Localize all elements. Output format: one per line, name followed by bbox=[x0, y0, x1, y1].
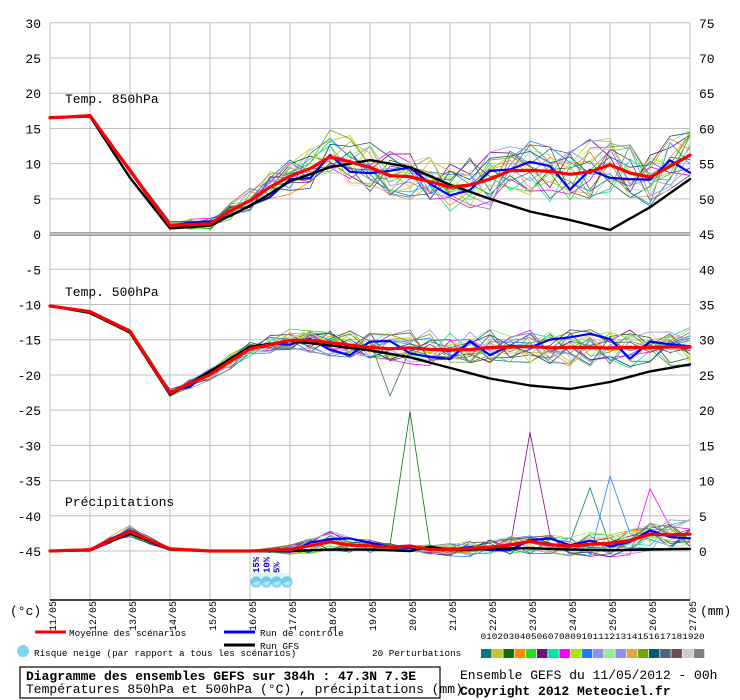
svg-text:14/05: 14/05 bbox=[168, 601, 180, 631]
svg-text:01: 01 bbox=[481, 632, 492, 642]
svg-text:60: 60 bbox=[699, 122, 715, 137]
svg-text:06: 06 bbox=[537, 632, 548, 642]
svg-text:5: 5 bbox=[699, 510, 707, 525]
svg-text:Temp. 850hPa: Temp. 850hPa bbox=[65, 92, 159, 107]
svg-text:15%: 15% bbox=[252, 556, 262, 573]
svg-text:27/05: 27/05 bbox=[688, 601, 700, 631]
svg-text:35: 35 bbox=[699, 299, 715, 314]
svg-text:21/05: 21/05 bbox=[448, 601, 460, 631]
svg-text:17: 17 bbox=[660, 632, 671, 642]
svg-text:10%: 10% bbox=[262, 556, 272, 573]
svg-text:5%: 5% bbox=[273, 562, 283, 573]
svg-text:Températures 850hPa et 500hPa: Températures 850hPa et 500hPa (°C) , pré… bbox=[26, 682, 463, 697]
svg-text:12: 12 bbox=[604, 632, 615, 642]
svg-text:20: 20 bbox=[699, 404, 715, 419]
svg-text:03: 03 bbox=[503, 632, 514, 642]
svg-text:05: 05 bbox=[525, 632, 536, 642]
svg-text:70: 70 bbox=[699, 52, 715, 67]
svg-text:20 Perturbations: 20 Perturbations bbox=[372, 648, 461, 659]
svg-text:17/05: 17/05 bbox=[288, 601, 300, 631]
svg-text:15/05: 15/05 bbox=[208, 601, 220, 631]
svg-text:02: 02 bbox=[492, 632, 503, 642]
svg-text:-35: -35 bbox=[18, 475, 41, 490]
svg-text:07: 07 bbox=[548, 632, 559, 642]
svg-text:16/05: 16/05 bbox=[248, 601, 260, 631]
svg-text:19/05: 19/05 bbox=[368, 601, 380, 631]
svg-text:26/05: 26/05 bbox=[648, 601, 660, 631]
svg-text:Temp. 500hPa: Temp. 500hPa bbox=[65, 285, 159, 300]
svg-text:65: 65 bbox=[699, 87, 715, 102]
svg-text:12/05: 12/05 bbox=[88, 601, 100, 631]
svg-text:18: 18 bbox=[671, 632, 682, 642]
svg-text:-45: -45 bbox=[18, 545, 41, 560]
svg-text:15: 15 bbox=[25, 122, 41, 137]
svg-text:Copyright 2012 Meteociel.fr: Copyright 2012 Meteociel.fr bbox=[460, 684, 671, 699]
svg-text:(°c): (°c) bbox=[10, 604, 41, 619]
svg-text:50: 50 bbox=[699, 193, 715, 208]
svg-text:Précipitations: Précipitations bbox=[65, 495, 174, 510]
svg-text:20/05: 20/05 bbox=[408, 601, 420, 631]
svg-text:10: 10 bbox=[581, 632, 592, 642]
svg-text:10: 10 bbox=[699, 475, 715, 490]
svg-text:24/05: 24/05 bbox=[568, 601, 580, 631]
svg-text:19: 19 bbox=[682, 632, 693, 642]
svg-text:40: 40 bbox=[699, 263, 715, 278]
svg-text:15: 15 bbox=[699, 439, 715, 454]
svg-text:25: 25 bbox=[699, 369, 715, 384]
svg-text:20: 20 bbox=[25, 87, 41, 102]
svg-text:11: 11 bbox=[593, 632, 604, 642]
svg-text:Moyenne des scénarios: Moyenne des scénarios bbox=[69, 628, 186, 639]
svg-text:10: 10 bbox=[25, 158, 41, 173]
svg-text:-5: -5 bbox=[25, 263, 41, 278]
svg-text:09: 09 bbox=[570, 632, 581, 642]
svg-text:20: 20 bbox=[693, 632, 704, 642]
svg-text:11/05: 11/05 bbox=[48, 601, 60, 631]
svg-text:-10: -10 bbox=[18, 299, 41, 314]
svg-text:-25: -25 bbox=[18, 404, 41, 419]
svg-text:-20: -20 bbox=[18, 369, 41, 384]
svg-text:-30: -30 bbox=[18, 439, 41, 454]
svg-text:15: 15 bbox=[637, 632, 648, 642]
svg-text:5: 5 bbox=[33, 193, 41, 208]
svg-text:14: 14 bbox=[626, 632, 637, 642]
svg-text:25: 25 bbox=[25, 52, 41, 67]
svg-text:-40: -40 bbox=[18, 510, 41, 525]
svg-text:Ensemble GEFS du 11/05/2012 -: Ensemble GEFS du 11/05/2012 - 00h bbox=[460, 668, 717, 683]
svg-text:18/05: 18/05 bbox=[328, 601, 340, 631]
svg-text:Risque neige (par rapport a to: Risque neige (par rapport a tous les scé… bbox=[34, 648, 296, 659]
svg-text:08: 08 bbox=[559, 632, 570, 642]
svg-text:55: 55 bbox=[699, 158, 715, 173]
svg-text:23/05: 23/05 bbox=[528, 601, 540, 631]
svg-text:25/05: 25/05 bbox=[608, 601, 620, 631]
svg-text:45: 45 bbox=[699, 228, 715, 243]
svg-text:(mm): (mm) bbox=[700, 604, 731, 619]
svg-text:30: 30 bbox=[699, 334, 715, 349]
svg-text:0: 0 bbox=[699, 545, 707, 560]
svg-text:13: 13 bbox=[615, 632, 626, 642]
svg-text:04: 04 bbox=[514, 632, 525, 642]
svg-text:16: 16 bbox=[649, 632, 660, 642]
svg-text:75: 75 bbox=[699, 17, 715, 32]
svg-text:22/05: 22/05 bbox=[488, 601, 500, 631]
svg-text:Run de contrôle: Run de contrôle bbox=[260, 628, 344, 639]
svg-text:-15: -15 bbox=[18, 334, 41, 349]
svg-text:0: 0 bbox=[33, 228, 41, 243]
svg-text:30: 30 bbox=[25, 17, 41, 32]
svg-text:13/05: 13/05 bbox=[128, 601, 140, 631]
